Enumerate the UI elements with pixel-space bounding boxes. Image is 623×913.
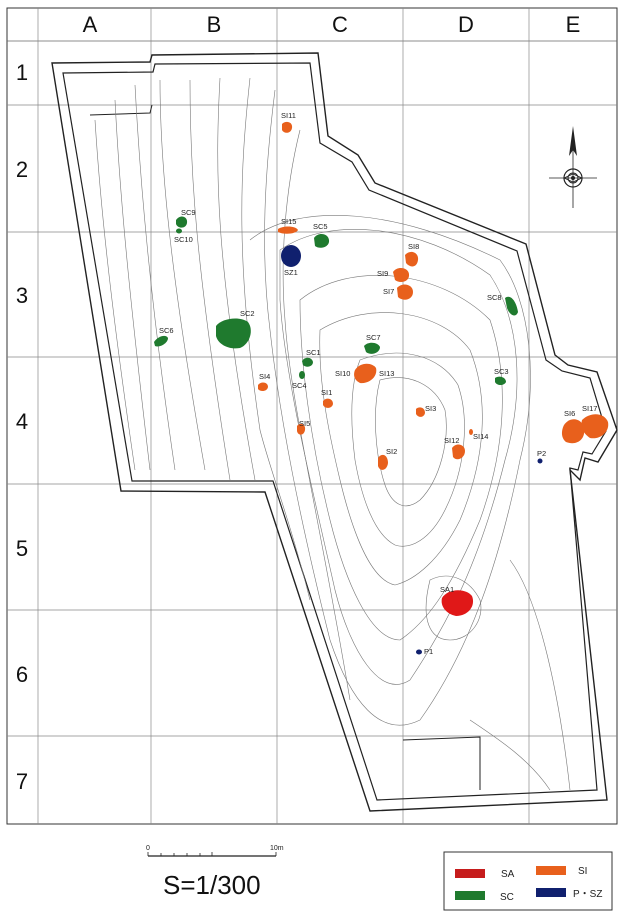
feature-label-sc3: SC3 — [494, 367, 509, 376]
feature-si4 — [258, 382, 268, 392]
feature-label-sc10: SC10 — [174, 235, 193, 244]
feature-label-si17: SI17 — [582, 404, 597, 413]
feature-label-sz1: SZ1 — [284, 268, 298, 277]
scale-start-label: 0 — [146, 845, 150, 852]
feature-p1 — [416, 649, 422, 655]
legend-swatch-sa — [455, 869, 485, 878]
features-layer: SI11 SC9 SC10 SI15 SC5 SZ1 SI8 SI9 SI7 S… — [154, 111, 609, 656]
feature-si11 — [282, 121, 293, 133]
feature-label-si4: SI4 — [259, 372, 270, 381]
feature-label-si6: SI6 — [564, 409, 575, 418]
feature-label-si5: SI5 — [299, 419, 310, 428]
grid-horizontal-lines — [7, 104, 617, 737]
feature-label-si7: SI7 — [383, 287, 394, 296]
feature-label-si1: SI1 — [321, 388, 332, 397]
row-header-6: 6 — [16, 662, 28, 687]
feature-si17 — [581, 414, 609, 439]
feature-si8 — [405, 251, 419, 267]
feature-si12 — [452, 444, 465, 460]
feature-label-p1: P1 — [424, 647, 433, 656]
row-header-3: 3 — [16, 283, 28, 308]
feature-label-si11: SI11 — [281, 111, 296, 120]
feature-sc4 — [299, 371, 305, 379]
boundary-step-lines — [89, 104, 481, 790]
column-header-d: D — [458, 12, 474, 37]
row-header-1: 1 — [16, 60, 28, 85]
legend-swatch-si — [536, 866, 566, 875]
scale-end-label: 10m — [270, 845, 284, 852]
feature-si10 — [354, 363, 377, 384]
feature-sc5 — [314, 234, 330, 248]
feature-label-sc7: SC7 — [366, 333, 381, 342]
feature-label-si12: SI12 — [444, 436, 459, 445]
feature-si6 — [561, 419, 585, 444]
column-header-a: A — [83, 12, 98, 37]
scale-bar: 0 10m — [146, 845, 284, 857]
feature-label-sc8: SC8 — [487, 293, 502, 302]
feature-label-si8: SI8 — [408, 242, 419, 251]
north-arrow-icon — [549, 126, 597, 208]
feature-sc8 — [505, 296, 518, 316]
feature-sc3 — [495, 376, 506, 385]
feature-si14 — [469, 429, 473, 435]
feature-label-si9: SI9 — [377, 269, 388, 278]
row-header-2: 2 — [16, 157, 28, 182]
row-header-5: 5 — [16, 536, 28, 561]
feature-label-sc9: SC9 — [181, 208, 196, 217]
feature-label-sc4: SC4 — [292, 381, 307, 390]
legend-swatch-psz — [536, 888, 566, 897]
legend-label-sa: SA — [501, 869, 515, 880]
feature-label-si13: SI13 — [379, 369, 394, 378]
feature-sc7 — [364, 342, 380, 354]
site-boundary-inner — [62, 62, 607, 801]
feature-sc6 — [154, 335, 168, 347]
feature-sz1 — [281, 245, 301, 267]
feature-si9 — [393, 268, 410, 282]
legend-label-psz: P・SZ — [573, 889, 602, 900]
feature-sc2 — [216, 318, 251, 349]
feature-si3 — [416, 407, 425, 417]
feature-sa1 — [441, 590, 474, 616]
scale-ratio: S=1/300 — [163, 870, 261, 900]
feature-label-si2: SI2 — [386, 447, 397, 456]
feature-label-sc5: SC5 — [313, 222, 328, 231]
feature-sc10 — [176, 228, 182, 234]
feature-label-si15: SI15 — [281, 217, 296, 226]
column-header-e: E — [566, 12, 581, 37]
legend-swatch-sc — [455, 891, 485, 900]
feature-label-p2: P2 — [537, 449, 546, 458]
site-boundary-outer — [51, 52, 618, 812]
feature-label-si10: SI10 — [335, 369, 350, 378]
column-header-b: B — [207, 12, 222, 37]
feature-si2 — [378, 454, 388, 470]
feature-si1 — [323, 398, 333, 408]
feature-label-sa1: SA1 — [440, 585, 454, 594]
column-header-c: C — [332, 12, 348, 37]
feature-sc9 — [176, 216, 188, 228]
feature-p2 — [537, 458, 543, 464]
feature-sc1 — [302, 357, 313, 367]
feature-label-sc1: SC1 — [306, 348, 321, 357]
feature-label-si3: SI3 — [425, 404, 436, 413]
feature-label-sc6: SC6 — [159, 326, 174, 335]
grid-frame — [6, 7, 618, 825]
legend-label-sc: SC — [500, 892, 514, 903]
legend-label-si: SI — [578, 866, 587, 877]
contour-lines — [94, 77, 571, 791]
row-header-4: 4 — [16, 409, 28, 434]
grid-vertical-lines — [37, 8, 530, 824]
legend: SA SI SC P・SZ — [443, 851, 613, 911]
feature-si5 — [297, 423, 306, 435]
feature-label-si14: SI14 — [473, 432, 488, 441]
feature-si7 — [397, 284, 413, 300]
row-header-7: 7 — [16, 769, 28, 794]
feature-si15 — [278, 226, 298, 234]
feature-label-sc2: SC2 — [240, 309, 255, 318]
